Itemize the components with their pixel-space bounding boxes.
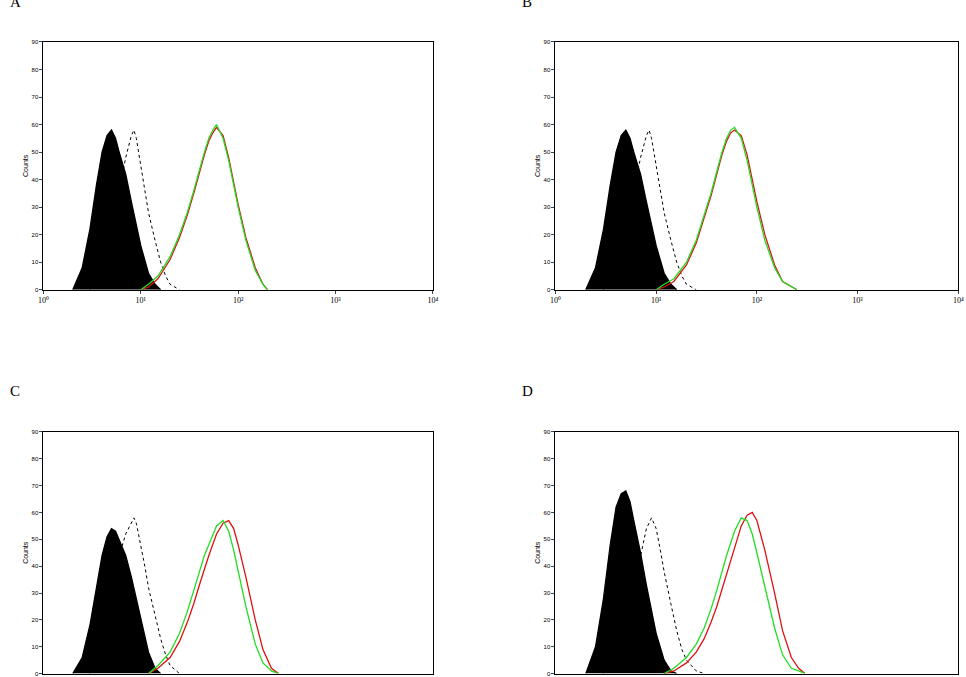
svg-text:20: 20	[32, 617, 39, 623]
svg-text:Counts: Counts	[534, 541, 541, 564]
svg-text:10⁰: 10⁰	[550, 296, 561, 305]
svg-text:50: 50	[544, 536, 551, 542]
svg-text:Counts: Counts	[22, 541, 29, 564]
svg-text:10: 10	[544, 644, 551, 650]
svg-text:40: 40	[544, 177, 551, 183]
svg-text:0: 0	[35, 287, 39, 293]
svg-text:0: 0	[547, 671, 551, 677]
svg-text:50: 50	[32, 149, 39, 155]
svg-text:0: 0	[35, 671, 39, 677]
svg-text:0: 0	[547, 287, 551, 293]
svg-text:60: 60	[544, 510, 551, 516]
svg-text:90: 90	[544, 39, 551, 45]
svg-text:80: 80	[32, 456, 39, 462]
svg-text:C: C	[10, 383, 20, 399]
svg-text:50: 50	[32, 536, 39, 542]
svg-text:20: 20	[32, 232, 39, 238]
svg-text:90: 90	[32, 39, 39, 45]
svg-text:80: 80	[544, 456, 551, 462]
svg-text:20: 20	[544, 617, 551, 623]
svg-text:70: 70	[544, 483, 551, 489]
svg-text:80: 80	[544, 67, 551, 73]
svg-text:60: 60	[32, 122, 39, 128]
svg-text:70: 70	[32, 483, 39, 489]
svg-text:10¹: 10¹	[651, 296, 662, 305]
svg-text:40: 40	[544, 563, 551, 569]
svg-text:10²: 10²	[233, 296, 244, 305]
svg-text:80: 80	[32, 67, 39, 73]
svg-text:30: 30	[32, 204, 39, 210]
svg-text:10²: 10²	[752, 296, 763, 305]
svg-text:10: 10	[544, 259, 551, 265]
svg-text:30: 30	[544, 204, 551, 210]
svg-text:30: 30	[544, 590, 551, 596]
svg-text:90: 90	[544, 429, 551, 435]
svg-text:10³: 10³	[852, 296, 863, 305]
svg-text:10⁴: 10⁴	[953, 296, 964, 305]
svg-text:40: 40	[32, 563, 39, 569]
svg-text:10: 10	[32, 644, 39, 650]
svg-text:A: A	[10, 0, 21, 10]
svg-text:10³: 10³	[330, 296, 341, 305]
svg-text:20: 20	[544, 232, 551, 238]
svg-text:70: 70	[544, 94, 551, 100]
svg-text:40: 40	[32, 177, 39, 183]
svg-text:90: 90	[32, 429, 39, 435]
svg-text:60: 60	[544, 122, 551, 128]
svg-text:10¹: 10¹	[136, 296, 147, 305]
svg-text:70: 70	[32, 94, 39, 100]
svg-text:B: B	[522, 0, 532, 10]
svg-text:30: 30	[32, 590, 39, 596]
svg-text:Counts: Counts	[534, 154, 541, 177]
svg-text:10⁰: 10⁰	[38, 296, 49, 305]
svg-text:50: 50	[544, 149, 551, 155]
svg-text:60: 60	[32, 510, 39, 516]
svg-text:10⁴: 10⁴	[427, 296, 438, 305]
svg-text:10: 10	[32, 259, 39, 265]
svg-text:Counts: Counts	[22, 154, 29, 177]
svg-text:D: D	[522, 383, 533, 399]
